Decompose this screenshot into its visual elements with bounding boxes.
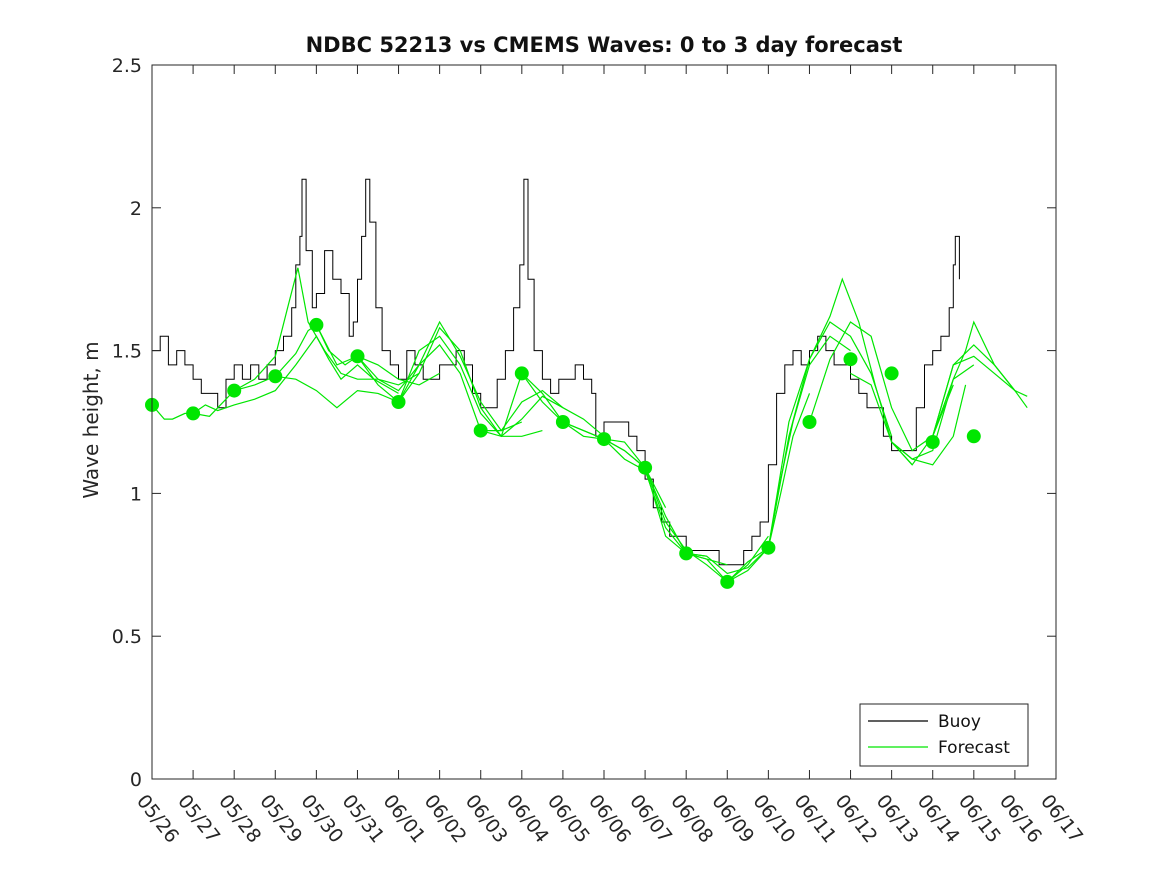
forecast-run-line: [397, 343, 605, 437]
y-axis-label: Wave height, m: [79, 341, 103, 498]
forecast-marker: [227, 383, 242, 398]
forecast-run-line: [850, 364, 975, 460]
y-tick-label: 0.5: [112, 626, 142, 648]
forecast-run-line: [275, 326, 543, 437]
forecast-marker: [473, 423, 488, 438]
y-axis: 0 0.5 1 1.5 2 2.5: [112, 55, 1056, 791]
x-tick-label: 06/03: [461, 791, 512, 848]
x-tick-label: 06/01: [379, 791, 430, 848]
forecast-run-line: [644, 393, 811, 575]
x-tick-label: 06/17: [1036, 791, 1087, 848]
x-tick-label: 06/06: [584, 791, 635, 848]
forecast-marker: [720, 574, 735, 589]
forecast-marker: [350, 349, 365, 364]
x-tick-label: 06/02: [420, 791, 471, 848]
forecast-run-line: [315, 320, 523, 432]
forecast-marker: [186, 406, 201, 421]
buoy-series-line: [152, 178, 960, 566]
forecast-run-line: [767, 277, 913, 548]
x-tick-label: 06/07: [625, 791, 676, 848]
forecast-marker: [843, 352, 858, 367]
forecast-marker: [679, 546, 694, 561]
forecast-run-line: [891, 384, 967, 466]
x-tick-label: 05/28: [214, 791, 265, 848]
forecast-marker: [761, 540, 776, 555]
forecast-marker: [884, 366, 899, 381]
x-tick-label: 05/31: [338, 791, 389, 848]
forecast-marker: [966, 429, 981, 444]
x-tick-label: 06/08: [666, 791, 717, 848]
forecast-marker: [597, 432, 611, 447]
forecast-marker: [638, 460, 653, 475]
x-tick-label: 06/11: [790, 791, 841, 848]
forecast-marker: [514, 366, 529, 381]
forecast-run-line: [192, 267, 420, 417]
forecast-run-line: [562, 421, 728, 566]
x-tick-label: 05/26: [132, 791, 183, 848]
x-tick-label: 05/29: [255, 791, 306, 848]
forecast-marker: [925, 435, 940, 449]
chart-title: NDBC 52213 vs CMEMS Waves: 0 to 3 day fo…: [306, 33, 903, 57]
x-tick-label: 06/16: [995, 791, 1046, 848]
x-tick-label: 06/13: [872, 791, 923, 848]
x-tick-label: 06/10: [748, 791, 799, 848]
y-tick-label: 2.5: [112, 55, 142, 77]
y-tick-label: 1: [130, 483, 142, 505]
forecast-run-line: [151, 335, 399, 420]
forecast-run-line: [808, 321, 954, 452]
y-tick-label: 1.5: [112, 341, 142, 363]
x-tick-label: 05/30: [296, 791, 347, 848]
forecast-marker: [391, 395, 406, 409]
forecast-marker: [555, 415, 570, 429]
forecast-run-line: [357, 335, 564, 438]
forecast-run-line: [932, 344, 1028, 437]
forecast-run-line: [234, 324, 440, 392]
x-tick-label: 06/15: [954, 791, 1005, 848]
y-tick-label: 0: [130, 769, 142, 791]
legend-forecast-label: Forecast: [938, 738, 1010, 758]
x-tick-label: 05/27: [173, 791, 224, 848]
x-tick-label: 06/14: [913, 791, 964, 848]
forecast-run-line: [932, 320, 1028, 437]
plot-area: [145, 178, 1028, 589]
x-tick-label: 06/04: [502, 791, 553, 848]
forecast-marker: [309, 317, 324, 332]
forecast-run-line: [891, 355, 1016, 466]
x-tick-label: 06/12: [831, 791, 882, 848]
forecast-run-line: [480, 372, 667, 508]
forecast-marker: [802, 415, 817, 429]
legend-buoy-label: Buoy: [938, 712, 981, 732]
x-tick-label: 06/05: [543, 791, 594, 848]
forecast-marker: [268, 369, 283, 384]
legend: Buoy Forecast: [859, 703, 1029, 767]
y-tick-label: 2: [130, 198, 142, 220]
x-tick-label: 06/09: [707, 791, 758, 848]
legend-box: [859, 703, 1029, 767]
